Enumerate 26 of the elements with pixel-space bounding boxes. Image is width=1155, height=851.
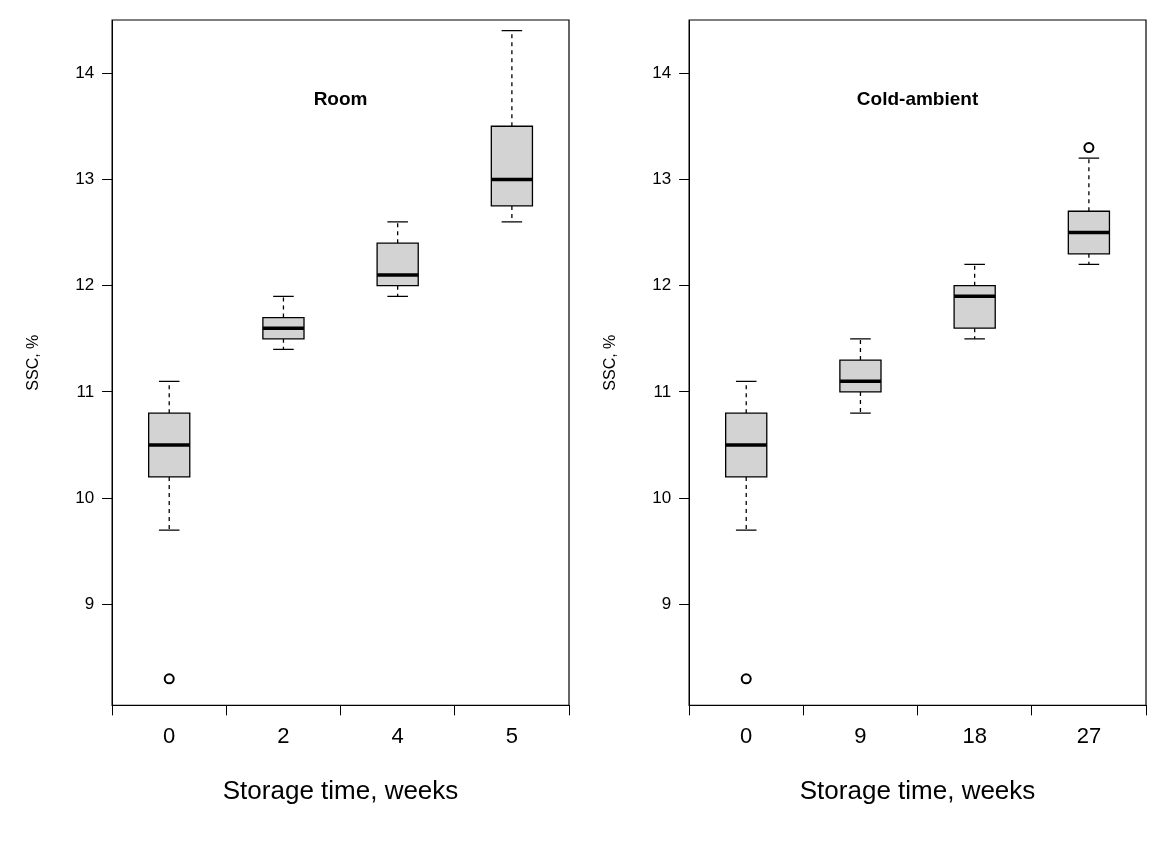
- y-tick-label: 14: [652, 62, 672, 82]
- y-tick-label: 12: [652, 275, 672, 295]
- y-tick-label: 14: [75, 62, 95, 82]
- x-tick-label: 18: [962, 722, 987, 748]
- x-tick-label: 0: [740, 722, 753, 748]
- x-tick-label: 2: [277, 722, 290, 748]
- y-axis-title: SSC, %: [601, 334, 619, 391]
- y-tick-label: 13: [652, 169, 672, 189]
- y-tick-label: 12: [75, 275, 95, 295]
- text: Room: [313, 88, 368, 110]
- x-tick-label: 4: [391, 722, 404, 748]
- x-axis-title: Storage time, weeks: [222, 774, 459, 805]
- y-tick-label: 11: [76, 381, 95, 401]
- x-axis-title: Storage time, weeks: [799, 774, 1036, 805]
- y-axis-title: SSC, %: [24, 334, 42, 391]
- y-tick-label: 9: [661, 594, 672, 614]
- y-tick-label: 13: [75, 169, 95, 189]
- x-tick-label: 9: [854, 722, 867, 748]
- y-tick-label: 9: [84, 594, 95, 614]
- x-tick-label: 27: [1076, 722, 1102, 748]
- x-tick-label: 0: [163, 722, 176, 748]
- y-tick-label: 10: [75, 487, 95, 507]
- y-tick-label: 11: [653, 381, 672, 401]
- x-tick-label: 5: [505, 722, 519, 748]
- y-tick-label: 10: [652, 487, 672, 507]
- text: Cold-ambient: [856, 88, 979, 110]
